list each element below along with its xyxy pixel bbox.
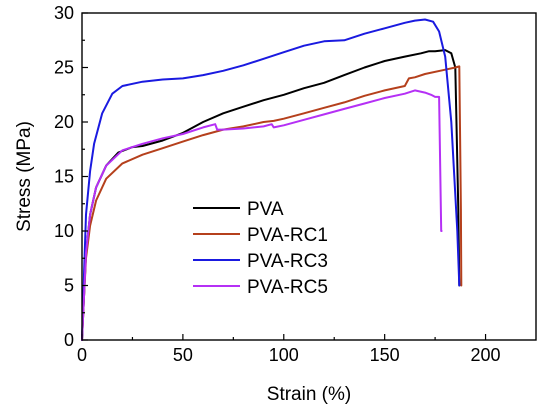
legend-label-pva-rc5: PVA-RC5 <box>247 277 328 298</box>
legend-label-pva: PVA <box>247 199 284 220</box>
y-tick-label: 10 <box>54 221 74 241</box>
legend: PVA PVA-RC1 PVA-RC3 PVA-RC5 <box>193 199 328 298</box>
legend-label-pva-rc3: PVA-RC3 <box>247 251 328 272</box>
y-tick-label: 0 <box>64 330 74 350</box>
x-tick-label: 50 <box>173 345 193 365</box>
y-tick-label: 15 <box>54 167 74 187</box>
x-tick-label: 100 <box>269 345 299 365</box>
x-axis-title: Strain (%) <box>267 384 351 405</box>
series-line-pva-rc3 <box>81 18 461 341</box>
y-tick-label: 25 <box>54 58 74 78</box>
series-group <box>81 18 463 341</box>
y-tick-label: 20 <box>54 112 74 132</box>
series-line-pva-rc5 <box>81 89 443 341</box>
legend-label-pva-rc1: PVA-RC1 <box>247 225 328 246</box>
axis-ticks: 0 50 100 150 200 0 5 10 15 20 25 30 <box>54 3 501 365</box>
y-tick-label: 30 <box>54 3 74 23</box>
y-axis-title: Stress (MPa) <box>14 121 35 232</box>
x-tick-label: 0 <box>77 345 87 365</box>
series-line-pva-rc1 <box>81 65 463 341</box>
x-tick-label: 200 <box>471 345 501 365</box>
y-tick-label: 5 <box>64 276 74 296</box>
x-tick-label: 150 <box>370 345 400 365</box>
